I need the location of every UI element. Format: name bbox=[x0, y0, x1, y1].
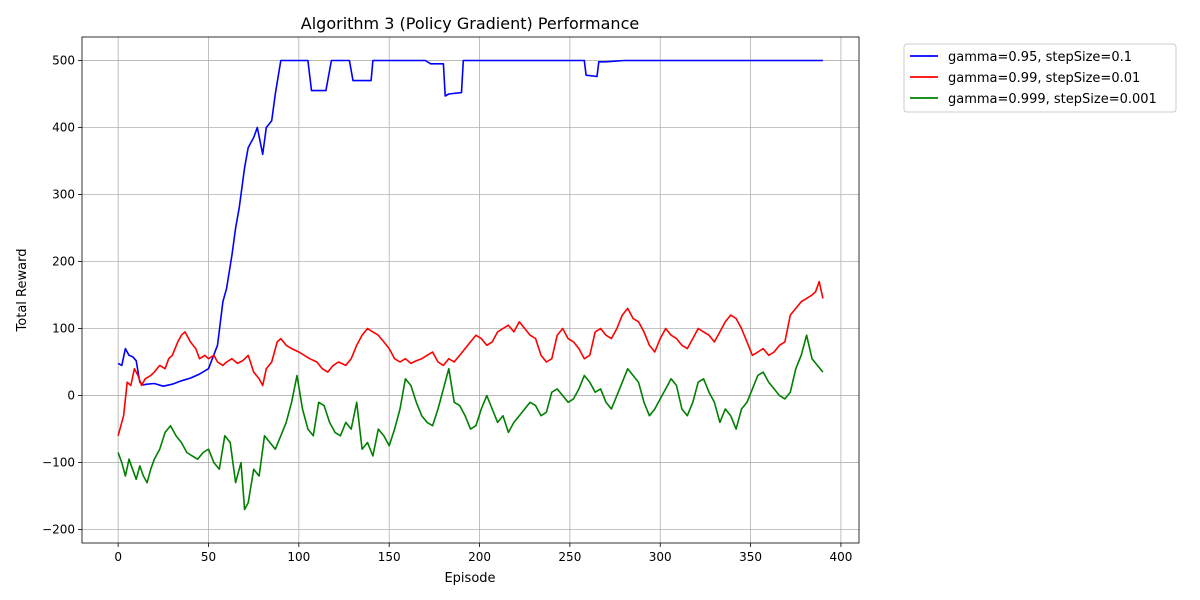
legend-box bbox=[903, 43, 1177, 113]
series-line-3 bbox=[117, 334, 824, 511]
chart-title: Algorithm 3 (Policy Gradient) Performanc… bbox=[301, 14, 639, 33]
x-tick-label: 100 bbox=[287, 550, 310, 564]
series-lines bbox=[117, 59, 824, 511]
series-line-2 bbox=[117, 280, 824, 437]
y-tick-label: 200 bbox=[52, 255, 75, 269]
legend-label: gamma=0.99, stepSize=0.01 bbox=[948, 71, 1140, 86]
y-tick-label: 300 bbox=[52, 187, 75, 201]
legend-label: gamma=0.999, stepSize=0.001 bbox=[948, 92, 1157, 107]
x-tick-label: 150 bbox=[378, 550, 401, 564]
x-tick-label: 250 bbox=[558, 550, 581, 564]
series-line-1 bbox=[117, 59, 823, 388]
y-tick-label: −200 bbox=[42, 523, 75, 537]
axis-ticks: 0 50 100 150 200 250 300 350 400 −200 −100 0 100 200 3… bbox=[42, 53, 852, 564]
legend: gamma=0.95, stepSize=0.1 gamma=0.99, step… bbox=[903, 43, 1177, 113]
plot-frame bbox=[81, 36, 860, 544]
x-tick-label: 300 bbox=[649, 550, 672, 564]
y-tick-label: 0 bbox=[67, 389, 75, 403]
y-axis-label: Total Reward bbox=[15, 249, 30, 333]
x-tick-label: 200 bbox=[468, 550, 491, 564]
y-tick-label: 500 bbox=[52, 53, 75, 67]
grid-lines bbox=[82, 37, 859, 543]
x-axis-label: Episode bbox=[444, 571, 495, 586]
legend-label: gamma=0.95, stepSize=0.1 bbox=[948, 50, 1132, 65]
x-tick-label: 50 bbox=[201, 550, 216, 564]
y-tick-label: 100 bbox=[52, 322, 75, 336]
x-tick-label: 350 bbox=[739, 550, 762, 564]
x-tick-label: 400 bbox=[829, 550, 852, 564]
y-tick-label: −100 bbox=[42, 456, 75, 470]
x-tick-label: 0 bbox=[114, 550, 122, 564]
y-tick-label: 400 bbox=[52, 120, 75, 134]
